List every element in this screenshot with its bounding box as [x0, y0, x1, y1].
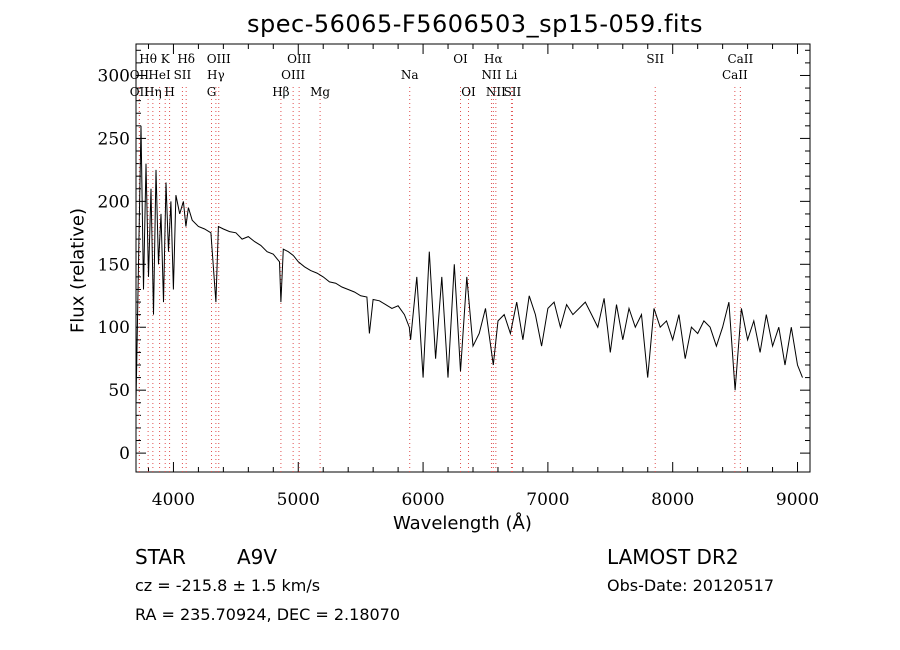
y-tick-label: 50 — [108, 381, 130, 401]
line-label: Li — [506, 68, 518, 82]
object-class: STAR — [135, 545, 186, 569]
object-subclass: A9V — [237, 545, 278, 569]
observation-date: Obs-Date: 20120517 — [607, 576, 775, 595]
line-label: Hβ — [272, 85, 289, 99]
line-label: OIII — [281, 68, 305, 82]
sky-coordinates: RA = 235.70924, DEC = 2.18070 — [135, 605, 401, 624]
survey-name: LAMOST DR2 — [607, 545, 739, 569]
y-tick-label: 150 — [98, 255, 130, 275]
line-label: OI — [461, 85, 476, 99]
line-label: Na — [401, 68, 419, 82]
chart-title: spec-56065-F5606503_sp15-059.fits — [247, 10, 703, 38]
line-label: OIII — [207, 52, 231, 66]
x-tick-label: 7000 — [526, 490, 569, 510]
line-label: SII — [504, 85, 522, 99]
line-label: H — [164, 85, 174, 99]
line-label: OII — [130, 68, 150, 82]
line-label: OI — [453, 52, 468, 66]
line-label: K — [161, 52, 171, 66]
line-label: SII — [646, 52, 664, 66]
line-label: HeI — [148, 68, 171, 82]
line-label: G — [207, 85, 217, 99]
line-label: Hη — [144, 85, 162, 99]
x-tick-label: 6000 — [401, 490, 444, 510]
line-label: NII — [481, 68, 501, 82]
line-label: CaII — [722, 68, 748, 82]
redshift-velocity: cz = -215.8 ± 1.5 km/s — [135, 576, 321, 595]
line-label: CaII — [727, 52, 753, 66]
y-tick-label: 250 — [98, 129, 130, 149]
x-tick-label: 8000 — [651, 490, 694, 510]
y-tick-label: 100 — [98, 318, 130, 338]
x-tick-label: 4000 — [152, 490, 195, 510]
line-label: NII — [486, 85, 506, 99]
x-axis-label: Wavelength (Å) — [393, 513, 532, 534]
line-label: OIII — [287, 52, 311, 66]
x-tick-label: 9000 — [776, 490, 819, 510]
line-label: Hδ — [177, 52, 195, 66]
y-tick-label: 200 — [98, 192, 130, 212]
line-label: OII — [130, 85, 150, 99]
line-label: Mg — [310, 85, 330, 99]
line-label: SII — [174, 68, 192, 82]
line-label: Hγ — [207, 68, 225, 82]
y-tick-label: 300 — [98, 66, 130, 86]
line-label: Hθ — [139, 52, 157, 66]
y-tick-label: 0 — [119, 444, 130, 464]
line-label: Hα — [484, 52, 503, 66]
x-tick-label: 5000 — [277, 490, 320, 510]
spectrum-line — [135, 125, 803, 403]
plot-frame — [135, 43, 811, 473]
